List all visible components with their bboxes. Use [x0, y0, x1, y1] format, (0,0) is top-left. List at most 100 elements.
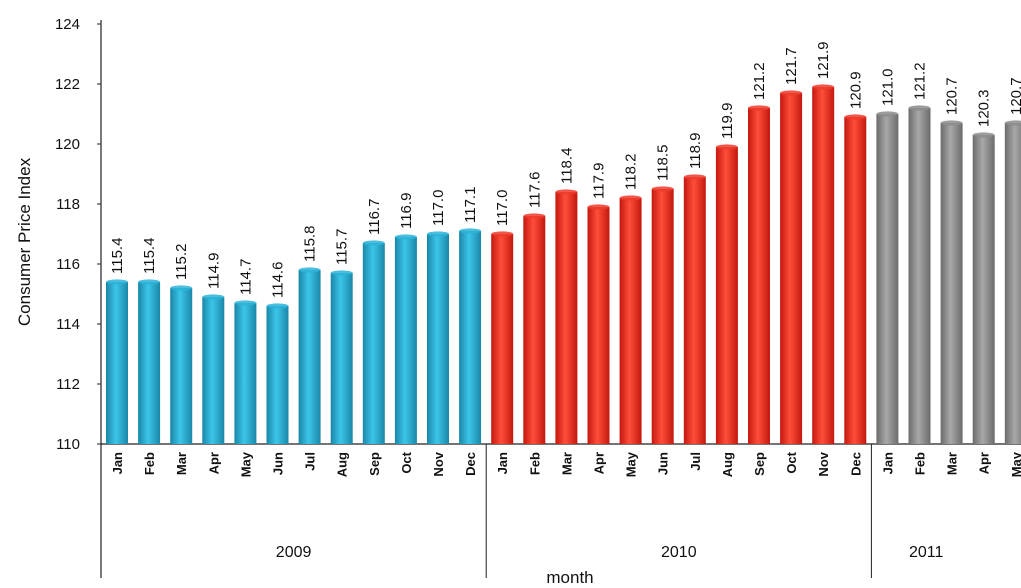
bar-cap — [812, 84, 835, 90]
bar-2010-dec — [844, 117, 867, 444]
bar-cap — [138, 279, 161, 285]
bar-2010-mar — [555, 192, 578, 444]
bar-cap — [555, 189, 578, 195]
data-label: 114.6 — [270, 262, 287, 298]
data-label: 118.2 — [623, 154, 640, 190]
category-label: Feb — [527, 452, 542, 475]
year-label-2011: 2011 — [909, 544, 944, 561]
bar-2010-jul — [683, 177, 706, 444]
data-label: 121.2 — [751, 62, 768, 100]
bar-cap — [459, 228, 482, 234]
data-label: 119.9 — [719, 103, 736, 139]
data-label: 115.7 — [334, 229, 351, 265]
category-label: Oct — [784, 451, 799, 473]
bar-cap — [298, 267, 321, 273]
category-label: Apr — [977, 452, 992, 474]
data-label: 117.0 — [494, 190, 511, 226]
bar-cap — [780, 90, 803, 96]
x-axis-title: month — [546, 568, 593, 587]
y-tick-label: 110 — [56, 436, 80, 453]
bar-cap — [651, 186, 674, 192]
data-label: 117.0 — [430, 190, 447, 226]
bar-cap — [330, 270, 353, 276]
data-label: 120.7 — [944, 77, 961, 115]
category-label: Jan — [110, 452, 125, 474]
category-label: May — [624, 451, 639, 477]
bar-2010-aug — [715, 147, 738, 444]
bar-2009-jun — [266, 306, 289, 444]
bar-2011-may — [1004, 123, 1021, 444]
bar-2010-feb — [523, 216, 546, 444]
bars — [106, 84, 1021, 444]
bar-cap — [234, 300, 257, 306]
bar-2011-mar — [940, 123, 963, 444]
data-label: 117.6 — [526, 172, 543, 208]
y-axis-title: Consumer Price Index — [15, 157, 34, 326]
data-label: 115.4 — [141, 238, 158, 274]
data-label: 121.0 — [879, 68, 896, 106]
data-label: 118.5 — [655, 145, 672, 181]
y-tick-label: 122 — [55, 76, 80, 93]
bar-cap — [427, 231, 449, 237]
category-label: Jun — [656, 452, 671, 475]
category-label: Aug — [720, 452, 735, 477]
bar-cap — [106, 279, 128, 285]
bar-2009-jul — [298, 270, 321, 444]
bar-cap — [715, 144, 738, 150]
year-label-2009: 2009 — [276, 544, 312, 561]
bar-2010-apr — [587, 207, 610, 444]
category-label: Dec — [463, 452, 478, 476]
data-label: 114.9 — [205, 253, 222, 289]
bar-cap — [876, 111, 899, 117]
data-label: 118.4 — [558, 148, 575, 184]
data-labels: 115.4 115.4 115.2 114.9 114.7 114.6 115.8 115.7… — [109, 41, 1021, 298]
category-label: Oct — [399, 451, 414, 473]
data-label: 120.9 — [847, 71, 864, 109]
bar-2009-apr — [202, 297, 225, 444]
bar-cap — [619, 195, 642, 201]
bar-2009-sep — [362, 243, 385, 444]
data-label: 116.7 — [366, 199, 383, 235]
year-label-2010: 2010 — [661, 544, 697, 561]
bar-cap — [587, 204, 610, 210]
bar-2009-may — [234, 303, 257, 444]
bar-2011-jan — [876, 114, 899, 444]
category-label: Mar — [945, 452, 960, 475]
category-label: Nov — [816, 451, 831, 476]
data-label: 117.1 — [462, 187, 479, 223]
y-tick-label: 120 — [55, 136, 80, 153]
bar-cap — [394, 234, 417, 240]
data-label: 115.4 — [109, 238, 126, 274]
data-label: 115.2 — [173, 244, 190, 280]
category-label: Jan — [880, 452, 895, 474]
data-label: 118.9 — [687, 133, 704, 169]
data-label: 120.3 — [976, 89, 993, 127]
category-label: Aug — [335, 452, 350, 477]
category-label: May — [1009, 451, 1021, 477]
data-label: 114.7 — [237, 259, 254, 295]
bar-2010-may — [619, 198, 642, 444]
bar-cap — [908, 105, 931, 111]
bar-2010-jun — [651, 189, 674, 444]
bar-2009-feb — [138, 282, 161, 444]
bar-2010-oct — [780, 93, 803, 444]
category-label: Nov — [431, 451, 446, 476]
bar-cap — [491, 231, 514, 237]
data-label: 116.9 — [398, 193, 415, 229]
bar-2011-feb — [908, 108, 931, 444]
category-label: Jul — [688, 452, 703, 471]
data-label: 115.8 — [302, 226, 319, 262]
data-label: 117.9 — [591, 163, 608, 199]
bar-2010-sep — [748, 108, 770, 444]
bar-2011-apr — [972, 135, 995, 444]
y-tick-label: 112 — [56, 376, 80, 393]
category-label: Feb — [913, 452, 928, 475]
bar-cap — [683, 174, 706, 180]
category-label: Feb — [142, 452, 157, 475]
category-label: Apr — [592, 452, 607, 474]
bar-2010-jan — [491, 234, 514, 444]
bar-cap — [202, 294, 225, 300]
bar-cap — [170, 285, 193, 291]
category-label: Apr — [206, 452, 221, 474]
data-label: 121.2 — [912, 62, 929, 100]
